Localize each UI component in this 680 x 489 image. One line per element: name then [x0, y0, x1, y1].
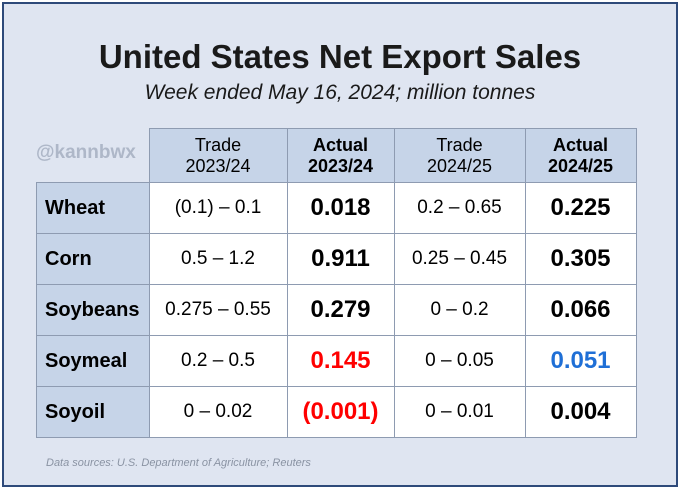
header-line1: Actual — [312, 134, 368, 155]
actual-value-2023-24: 0.279 — [286, 284, 395, 336]
trade-range-2024-25: 0 – 0.01 — [393, 386, 526, 438]
page-title: United States Net Export Sales — [98, 38, 582, 75]
table-row: Soyoil 0 – 0.02 (0.001) 0 – 0.01 0.004 — [36, 386, 637, 438]
trade-range-2024-25: 0 – 0.2 — [393, 284, 526, 336]
header-trade-2024-25: Trade 2024/25 — [393, 128, 526, 183]
table-row: Soybeans 0.275 – 0.55 0.279 0 – 0.2 0.06… — [36, 284, 637, 336]
author-handle: @kannbwx — [36, 142, 136, 163]
row-label-corn: Corn — [36, 233, 150, 285]
table-row: Soymeal 0.2 – 0.5 0.145 0 – 0.05 0.051 — [36, 335, 637, 387]
actual-value-2024-25: 0.051 — [524, 335, 637, 387]
actual-value-2023-24: (0.001) — [286, 386, 395, 438]
table-row: Corn 0.5 – 1.2 0.911 0.25 – 0.45 0.305 — [36, 233, 637, 285]
header-line2: 2024/25 — [547, 155, 614, 176]
trade-range-2023-24: 0.275 – 0.55 — [148, 284, 288, 336]
page-subtitle: Week ended May 16, 2024; million tonnes — [144, 81, 536, 104]
header-line1: Trade — [194, 134, 242, 155]
corner-cell — [37, 129, 150, 183]
data-source-note: Data sources: U.S. Department of Agricul… — [46, 457, 311, 469]
header-row: Trade 2023/24 Actual 2023/24 Trade 2024/… — [37, 128, 637, 183]
header-trade-2023-24: Trade 2023/24 — [148, 128, 288, 183]
actual-value-2024-25: 0.305 — [524, 233, 637, 285]
actual-value-2024-25: 0.004 — [524, 386, 637, 438]
trade-range-2023-24: 0 – 0.02 — [148, 386, 288, 438]
row-label-wheat: Wheat — [36, 182, 150, 234]
row-label-soyoil: Soyoil — [36, 386, 150, 438]
actual-value-2024-25: 0.225 — [524, 182, 637, 234]
trade-range-2023-24: (0.1) – 0.1 — [148, 182, 288, 234]
trade-range-2023-24: 0.2 – 0.5 — [148, 335, 288, 387]
actual-value-2023-24: 0.145 — [286, 335, 395, 387]
header-line1: Trade — [436, 134, 483, 155]
actual-value-2023-24: 0.911 — [286, 233, 395, 285]
header-line2: 2023/24 — [185, 155, 251, 176]
actual-value-2024-25: 0.066 — [524, 284, 637, 336]
header-actual-2023-24: Actual 2023/24 — [286, 128, 395, 183]
export-sales-table: Trade 2023/24 Actual 2023/24 Trade 2024/… — [36, 128, 637, 438]
header-line2: 2024/25 — [426, 155, 493, 176]
trade-range-2024-25: 0.2 – 0.65 — [393, 182, 526, 234]
trade-range-2024-25: 0 – 0.05 — [393, 335, 526, 387]
table-row: Wheat (0.1) – 0.1 0.018 0.2 – 0.65 0.225 — [36, 182, 637, 234]
actual-value-2023-24: 0.018 — [286, 182, 395, 234]
trade-range-2024-25: 0.25 – 0.45 — [393, 233, 526, 285]
row-label-soymeal: Soymeal — [36, 335, 150, 387]
header-line2: 2023/24 — [307, 155, 374, 176]
header-actual-2024-25: Actual 2024/25 — [524, 128, 637, 183]
trade-range-2023-24: 0.5 – 1.2 — [148, 233, 288, 285]
header-line1: Actual — [552, 134, 608, 155]
row-label-soybeans: Soybeans — [36, 284, 150, 336]
